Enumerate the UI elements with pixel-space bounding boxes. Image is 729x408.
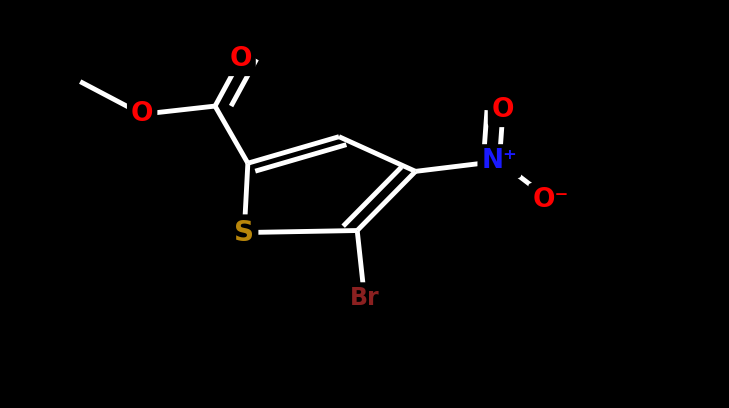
Text: O: O <box>230 46 252 72</box>
Text: S: S <box>234 219 254 246</box>
Text: O: O <box>492 97 514 123</box>
Text: N⁺: N⁺ <box>481 148 518 174</box>
Text: Br: Br <box>350 286 379 310</box>
Text: O: O <box>131 101 153 127</box>
Text: O⁻: O⁻ <box>532 187 569 213</box>
